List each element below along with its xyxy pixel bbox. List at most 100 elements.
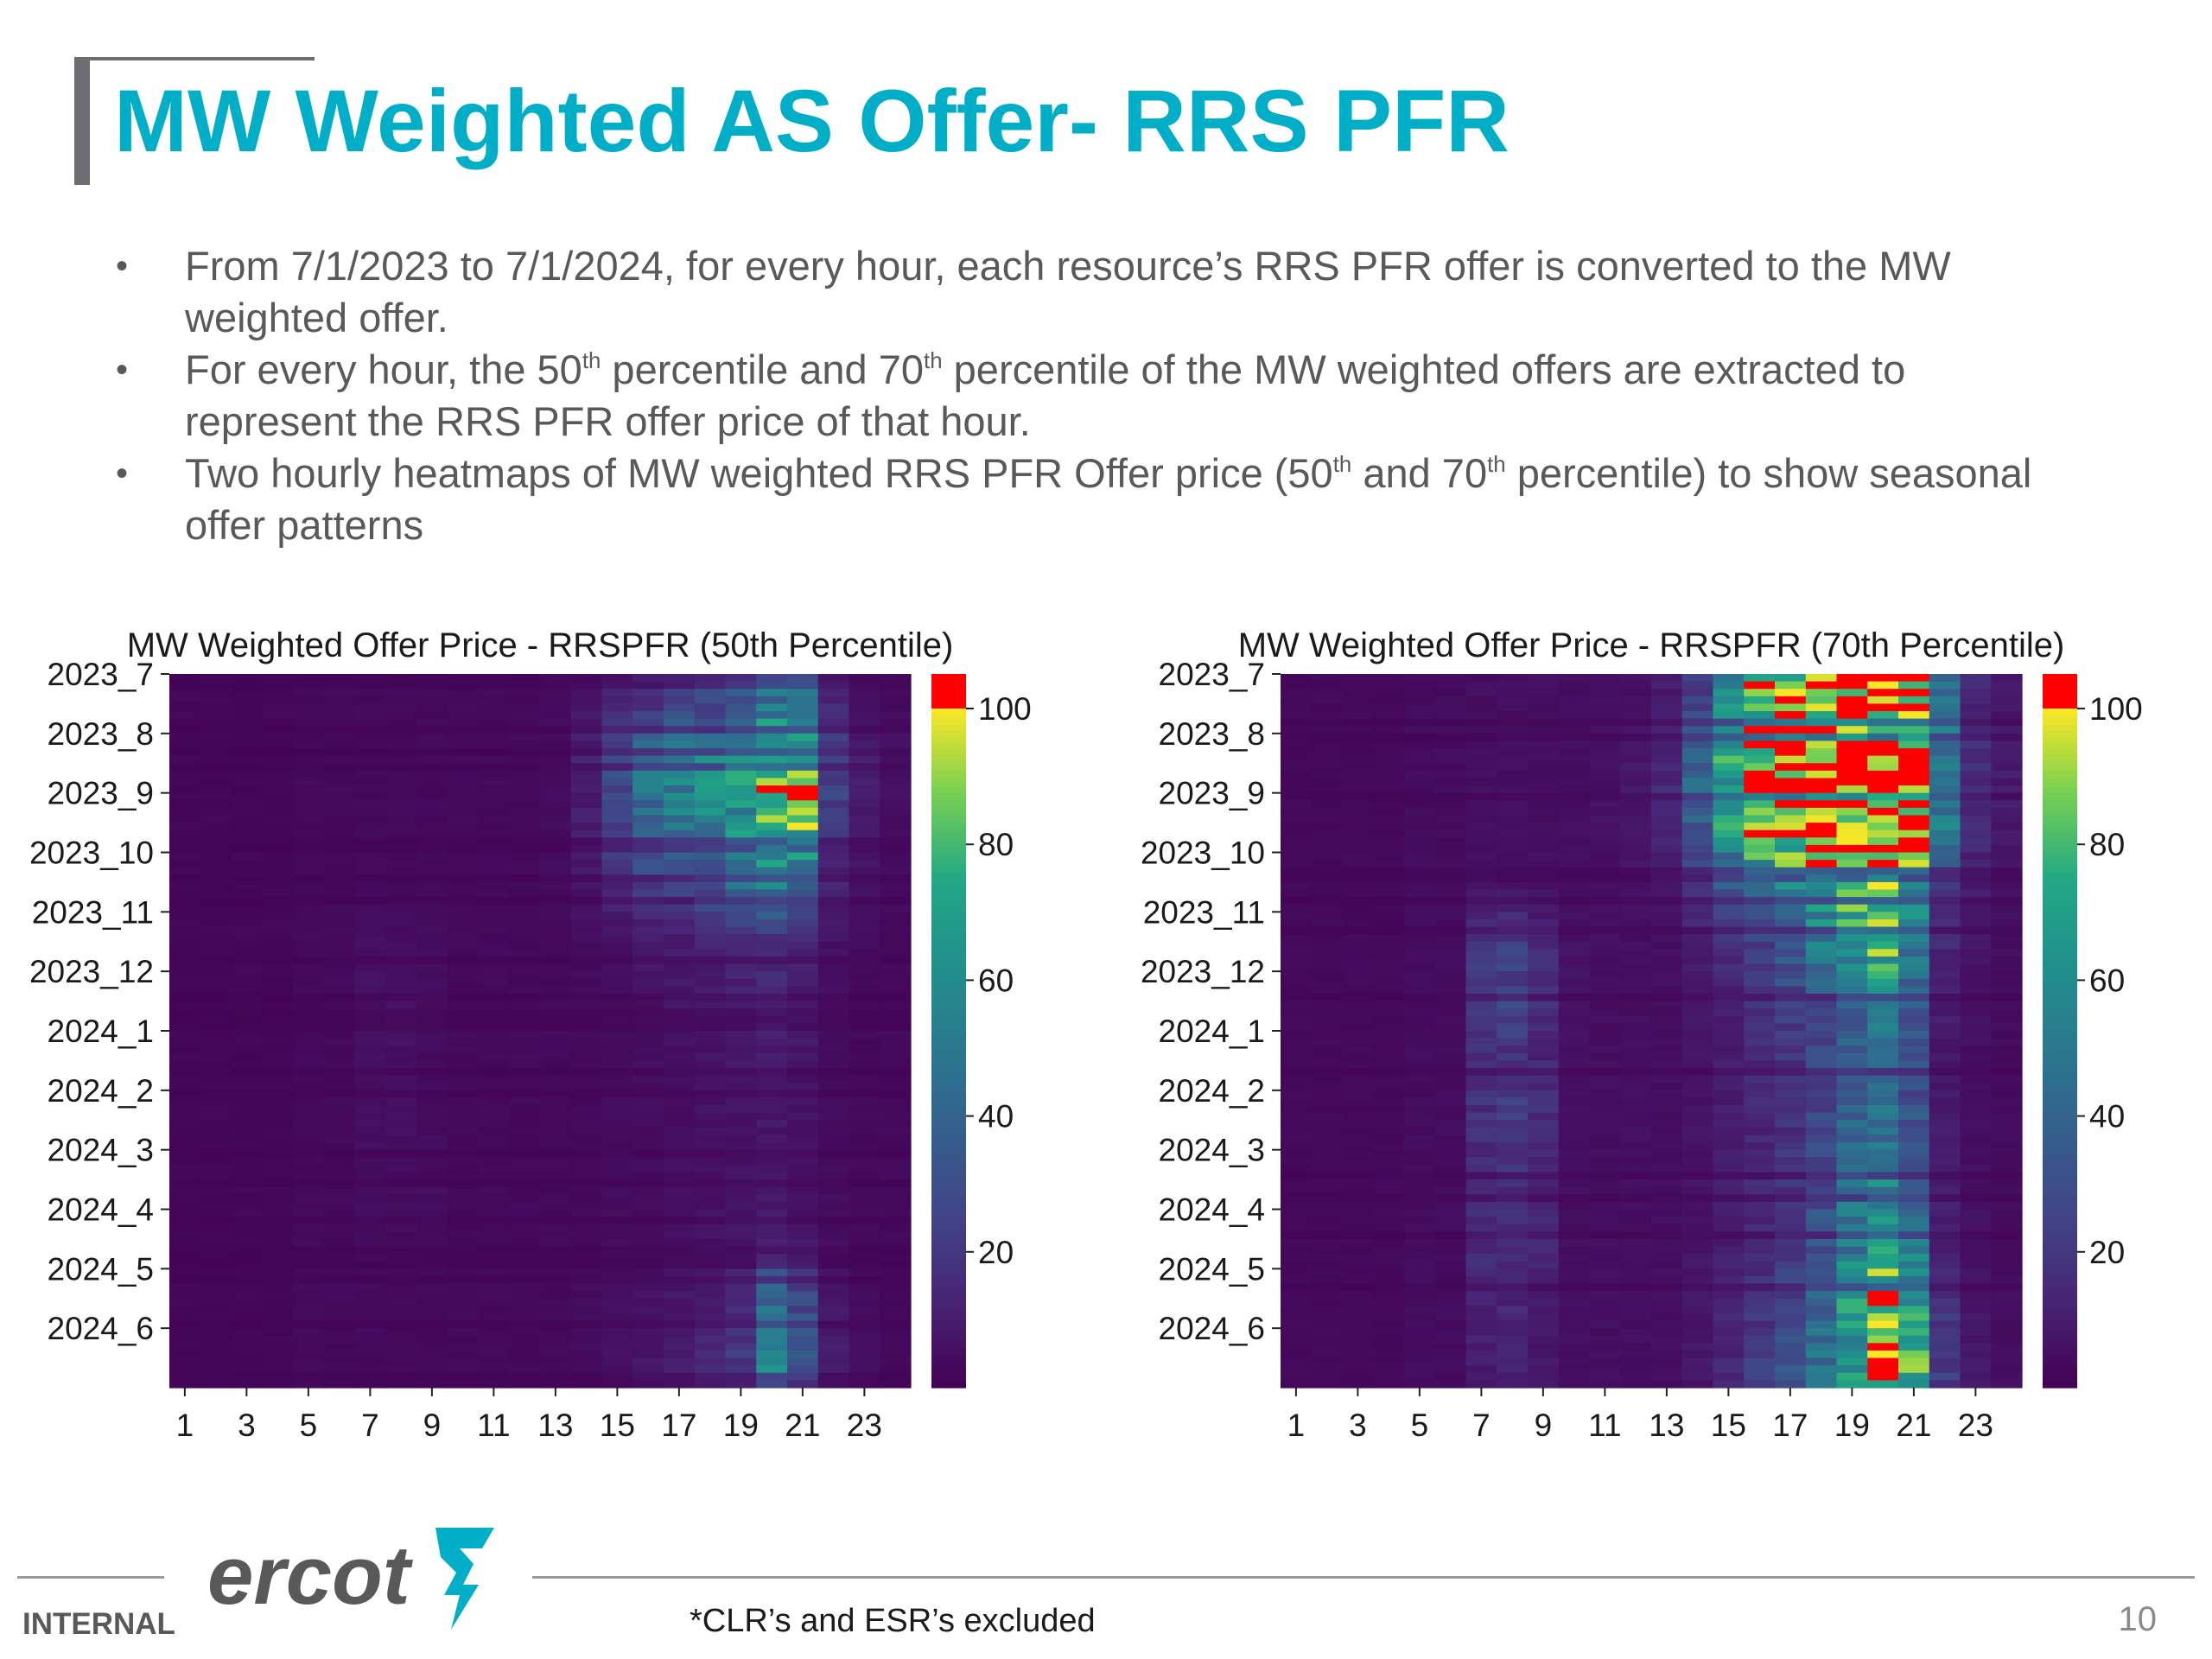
heatmap-cell <box>540 1038 572 1046</box>
heatmap-cell <box>1836 1120 1868 1128</box>
heatmap-cell <box>447 1291 480 1300</box>
heatmap-cell <box>1836 1023 1868 1032</box>
heatmap-cell <box>169 1357 201 1366</box>
heatmap-cell <box>262 755 294 764</box>
heatmap-cell <box>262 770 294 779</box>
heatmap-cell <box>1651 912 1683 920</box>
heatmap-cell <box>1558 1254 1591 1262</box>
heatmap-cell <box>1681 741 1714 749</box>
heatmap-cell <box>1744 986 1776 995</box>
heatmap-cell <box>354 726 386 734</box>
heatmap-cell <box>540 1127 572 1136</box>
heatmap-cell <box>849 926 880 935</box>
heatmap-cell <box>1867 918 1899 928</box>
heatmap-cell <box>664 689 696 697</box>
heatmap-cell <box>1960 807 1992 817</box>
heatmap-cell <box>231 1112 263 1121</box>
colorbar-segment <box>2043 1331 2077 1338</box>
heatmap-cell <box>1991 971 2023 980</box>
heatmap-cell <box>1281 1350 1313 1359</box>
heatmap-cell <box>1867 993 1899 1002</box>
heatmap-cell <box>849 778 880 786</box>
heatmap-cell <box>293 926 325 935</box>
heatmap-cell <box>293 1217 325 1225</box>
heatmap-cell <box>231 1350 263 1359</box>
heatmap-cell <box>293 993 325 1002</box>
heatmap-cell <box>509 1083 541 1091</box>
heatmap-cell <box>601 792 633 801</box>
heatmap-cell <box>1342 755 1374 764</box>
heatmap-cell <box>756 696 788 705</box>
heatmap-cell <box>1281 763 1313 772</box>
heatmap-cell <box>323 1135 356 1143</box>
heatmap-cell <box>1836 1209 1868 1217</box>
heatmap-cell <box>1497 867 1529 875</box>
heatmap-cell <box>1960 1120 1992 1128</box>
heatmap-cell <box>478 674 510 683</box>
heatmap-cell <box>787 1157 819 1166</box>
heatmap-cell <box>478 726 510 734</box>
heatmap-cell <box>200 770 232 779</box>
heatmap-cell <box>540 1052 572 1062</box>
heatmap-cell <box>570 755 603 764</box>
heatmap-cell <box>1836 1254 1868 1262</box>
heatmap-cell <box>1929 1038 1961 1046</box>
heatmap-cell <box>354 1023 386 1032</box>
heatmap-cell <box>323 785 356 794</box>
heatmap-cell <box>262 1157 294 1166</box>
x-tick-label: 15 <box>1711 1408 1746 1443</box>
heatmap-cell <box>231 1052 263 1062</box>
heatmap-cell <box>1651 1127 1683 1136</box>
heatmap-cell <box>1465 696 1497 705</box>
heatmap-cell <box>1342 874 1374 883</box>
heatmap-cell <box>1651 792 1683 801</box>
heatmap-cell <box>787 1031 819 1039</box>
heatmap-cell <box>1434 1075 1467 1084</box>
heatmap-cell <box>1867 1365 1899 1374</box>
heatmap-cell <box>694 778 727 786</box>
heatmap-cell <box>725 823 757 831</box>
heatmap-cell <box>1465 733 1497 742</box>
colorbar-segment <box>2043 923 2077 931</box>
heatmap-cell <box>1404 1046 1436 1054</box>
heatmap-cell <box>1620 889 1652 898</box>
heatmap-cell <box>354 689 386 697</box>
heatmap-cell <box>200 785 232 794</box>
heatmap-cell <box>262 763 294 772</box>
colorbar-segment <box>2043 810 2077 817</box>
heatmap-cell <box>1558 1060 1591 1069</box>
heatmap-cell <box>664 1186 696 1195</box>
heatmap-cell <box>200 823 232 831</box>
heatmap-cell <box>1465 1320 1497 1329</box>
heatmap-cell <box>1898 703 1930 712</box>
heatmap-cell <box>664 1231 696 1240</box>
heatmap-cell <box>1929 1135 1961 1143</box>
heatmap-cell <box>1373 912 1405 920</box>
heatmap-cell <box>262 1365 294 1374</box>
heatmap-cell <box>1528 1238 1560 1248</box>
heatmap-cell <box>1589 1112 1621 1121</box>
heatmap-cell <box>509 1254 541 1262</box>
heatmap-cell <box>540 1015 572 1024</box>
heatmap-cell <box>1528 1008 1560 1017</box>
heatmap-cell <box>694 904 727 912</box>
heatmap-cell <box>1589 1298 1621 1306</box>
heatmap-cell <box>478 703 510 712</box>
heatmap-cell <box>231 874 263 883</box>
heatmap-cell <box>1528 703 1560 712</box>
heatmap-cell <box>509 1008 541 1017</box>
heatmap-cell <box>447 1015 480 1024</box>
heatmap-cell <box>231 971 263 980</box>
heatmap-cell <box>1651 1052 1683 1062</box>
heatmap-cell <box>262 1313 294 1322</box>
heatmap-cell <box>1681 1052 1714 1062</box>
heatmap-cell <box>1620 1127 1652 1136</box>
heatmap-cell <box>509 1194 541 1203</box>
heatmap-cell <box>1898 918 1930 928</box>
heatmap-cell <box>664 860 696 868</box>
heatmap-cell <box>1867 1357 1899 1366</box>
heatmap-cell <box>664 1023 696 1032</box>
heatmap-cell <box>1434 912 1467 920</box>
heatmap-cell <box>1805 1306 1838 1314</box>
heatmap-cell <box>200 681 232 690</box>
